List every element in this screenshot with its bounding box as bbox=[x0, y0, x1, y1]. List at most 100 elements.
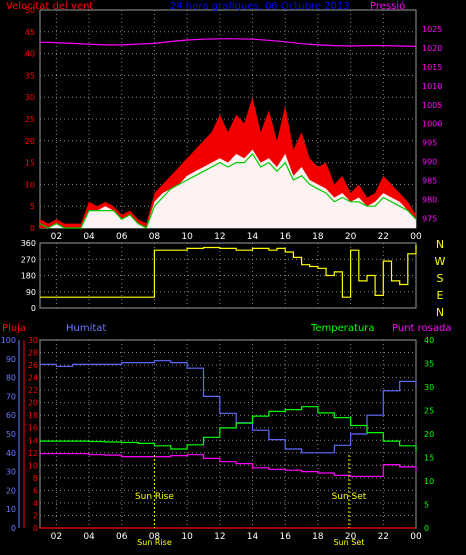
wind-tick-label: 20 bbox=[25, 137, 35, 146]
rain-tick-label: 4 bbox=[33, 499, 38, 508]
pressure-tick-label: 1005 bbox=[422, 101, 442, 110]
bottom-x-tick-label: 04 bbox=[83, 532, 95, 542]
wind-tick-label: 40 bbox=[25, 50, 35, 59]
top-x-tick-label: 18 bbox=[312, 232, 324, 242]
rain-tick-label: 10 bbox=[28, 461, 38, 470]
wind-tick-label: 50 bbox=[25, 6, 35, 15]
bottom-x-tick-label: 10 bbox=[181, 532, 193, 542]
top-x-tick-label: 02 bbox=[51, 232, 62, 242]
bottom-x-tick-label: 20 bbox=[345, 532, 357, 542]
pressure-tick-label: 1015 bbox=[422, 63, 442, 72]
pressure-tick-label: 995 bbox=[422, 139, 437, 148]
rain-tick-label: 2 bbox=[33, 511, 38, 520]
rain-tick-label: 24 bbox=[28, 374, 38, 383]
direction-series bbox=[40, 244, 417, 298]
dewpoint-axis-title: Punt rosada bbox=[392, 323, 451, 334]
pressure-tick-label: 975 bbox=[422, 215, 437, 224]
top-x-tick-label: 00 bbox=[410, 232, 422, 242]
temperature-tick-label: 0 bbox=[424, 524, 429, 533]
rain-tick-label: 14 bbox=[28, 436, 38, 445]
rain-tick-label: 18 bbox=[28, 411, 38, 420]
temperature-tick-label: 40 bbox=[424, 336, 434, 345]
rain-tick-label: 26 bbox=[28, 361, 38, 370]
bottom-x-ticks: 02 04 06 08 10 12 14 16 18 20 22 00 bbox=[51, 532, 422, 542]
wind-tick-label: 45 bbox=[25, 28, 35, 37]
compass-label-n: N bbox=[436, 306, 444, 319]
top-x-tick-label: 22 bbox=[378, 232, 389, 242]
pressure-tick-label: 985 bbox=[422, 177, 437, 186]
chart-title: 24 hora grafiques, 06 Octubre 2013 bbox=[170, 1, 350, 12]
rain-tick-label: 16 bbox=[28, 424, 38, 433]
pressure-tick-label: 990 bbox=[422, 158, 437, 167]
temperature-tick-label: 30 bbox=[424, 383, 434, 392]
humidity-temp-panel: 0246810121416182022242628300102030405060… bbox=[1, 323, 452, 547]
wind-tick-label: 30 bbox=[25, 93, 35, 102]
wind-tick-label: 35 bbox=[25, 71, 35, 80]
rain-tick-label: 8 bbox=[33, 474, 38, 483]
bottom-x-tick-label: 12 bbox=[214, 532, 225, 542]
top-x-tick-label: 16 bbox=[279, 232, 291, 242]
direction-line bbox=[40, 244, 417, 298]
top-x-tick-label: 20 bbox=[345, 232, 357, 242]
temperature-axis-title: Temperatura bbox=[310, 323, 375, 334]
wind-speed-ticks: 0 5 10 15 20 25 30 35 40 45 50 bbox=[25, 6, 35, 233]
bottom-x-tick-label: 00 bbox=[410, 532, 422, 542]
rain-tick-label: 0 bbox=[33, 524, 38, 533]
wind-tick-label: 5 bbox=[30, 202, 35, 211]
dewpoint-line bbox=[40, 453, 417, 477]
humidity-tick-label: 60 bbox=[6, 411, 16, 420]
wind-tick-label: 0 bbox=[30, 224, 35, 233]
bottom-x-tick-label: 16 bbox=[279, 532, 291, 542]
wind-tick-label: 10 bbox=[25, 180, 35, 189]
temperature-tick-label: 25 bbox=[424, 407, 434, 416]
rain-tick-label: 6 bbox=[33, 486, 38, 495]
rain-tick-label: 28 bbox=[28, 349, 38, 358]
sunrise-axis-label: Sun Rise bbox=[137, 538, 172, 547]
temperature-line bbox=[40, 406, 417, 452]
gust-area bbox=[40, 149, 416, 228]
top-x-ticks: 02 04 06 08 10 12 14 16 18 20 22 00 bbox=[51, 232, 422, 242]
humidity-temp-series bbox=[40, 360, 417, 529]
direction-tick-label: 0 bbox=[31, 304, 36, 313]
temperature-tick-label: 15 bbox=[424, 454, 434, 463]
humidity-tick-label: 90 bbox=[6, 355, 16, 364]
pressure-axis-title: Pressió bbox=[370, 0, 405, 12]
sunset-label: Sun Set bbox=[332, 492, 367, 502]
humidity-tick-label: 40 bbox=[6, 449, 16, 458]
bottom-grid bbox=[40, 340, 417, 528]
humidity-tick-label: 30 bbox=[6, 468, 16, 477]
temperature-tick-label: 20 bbox=[424, 430, 434, 439]
compass-label-e: E bbox=[437, 289, 444, 302]
top-x-tick-label: 08 bbox=[149, 232, 161, 242]
humidity-tick-label: 70 bbox=[6, 392, 16, 401]
avg-wind-line bbox=[39, 152, 417, 229]
pressure-ticks: 975 980 985 990 995 1000 1005 1010 1015 1020 1025 bbox=[422, 25, 442, 224]
wind-series bbox=[39, 38, 417, 229]
bottom-ticks: 0246810121416182022242628300102030405060… bbox=[1, 336, 434, 533]
bottom-x-tick-label: 02 bbox=[51, 532, 62, 542]
humidity-tick-label: 10 bbox=[6, 505, 16, 514]
rain-tick-label: 22 bbox=[28, 386, 38, 395]
wind-tick-label: 25 bbox=[25, 115, 35, 124]
bottom-x-tick-label: 22 bbox=[378, 532, 389, 542]
sunset-axis-label: Sun Set bbox=[334, 538, 365, 547]
bottom-x-tick-label: 14 bbox=[247, 532, 259, 542]
top-x-tick-label: 04 bbox=[83, 232, 95, 242]
temperature-tick-label: 10 bbox=[424, 477, 434, 486]
compass-label-n: N bbox=[436, 238, 444, 251]
temperature-tick-label: 35 bbox=[424, 360, 434, 369]
pressure-tick-label: 1025 bbox=[422, 25, 442, 34]
humidity-tick-label: 0 bbox=[11, 524, 16, 533]
bottom-x-tick-label: 06 bbox=[116, 532, 128, 542]
bottom-x-tick-label: 18 bbox=[312, 532, 324, 542]
compass-label-w: W bbox=[435, 255, 446, 268]
direction-tick-label: 180 bbox=[21, 272, 36, 281]
wind-axis-title: Velocitat del vent bbox=[6, 1, 93, 12]
humidity-tick-label: 50 bbox=[6, 430, 16, 439]
wind-tick-label: 15 bbox=[25, 159, 35, 168]
sunrise-label: Sun Rise bbox=[135, 492, 174, 502]
